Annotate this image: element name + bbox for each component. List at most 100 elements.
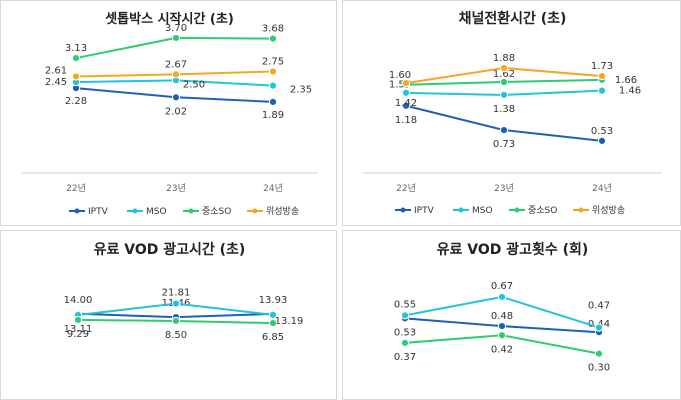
data-point-MSO xyxy=(401,88,411,97)
data-label: 0.37 xyxy=(394,352,416,363)
data-label: 1.89 xyxy=(262,110,284,121)
data-point-위성방송 xyxy=(268,67,278,76)
data-point-중소SO xyxy=(400,338,410,348)
data-label: 2.35 xyxy=(290,85,312,96)
chart-channel-switch: 채널전환시간 (초) 22년 23년 24년 1.18 0.73 0.53 1.42 1.38 1… xyxy=(363,10,662,216)
chart-title: 유료 VOD 광고시간 (초) xyxy=(94,241,246,258)
legend-label: 위성방송 xyxy=(266,206,299,217)
data-label: 0.67 xyxy=(491,281,513,292)
legend-item-MSO: MSO xyxy=(453,206,493,216)
x-tick-label: 23년 xyxy=(494,183,514,194)
chart-title: 유료 VOD 광고횟수 (회) xyxy=(437,241,589,258)
data-label: 9.29 xyxy=(67,329,89,340)
data-point-중소SO xyxy=(171,316,181,326)
legend-label: MSO xyxy=(146,207,167,217)
data-point-IPTV xyxy=(171,93,181,102)
data-label: 1.88 xyxy=(493,53,515,64)
data-label: 21.81 xyxy=(162,288,191,299)
data-point-위성방송 xyxy=(401,79,411,88)
data-point-중소SO xyxy=(71,53,81,63)
data-label: 1.73 xyxy=(591,61,613,72)
data-label: 2.75 xyxy=(262,57,284,68)
legend-label: 중소SO xyxy=(202,206,231,217)
data-label: 2.50 xyxy=(183,79,205,90)
legend-item-IPTV: IPTV xyxy=(395,206,435,216)
data-point-MSO xyxy=(499,90,509,100)
data-point-MSO xyxy=(594,323,604,332)
data-point-중소SO xyxy=(497,331,507,340)
legend-swatch-dot xyxy=(458,207,464,213)
legend-label: 위성방송 xyxy=(592,205,625,216)
data-point-위성방송 xyxy=(71,72,81,81)
data-point-중소SO xyxy=(73,315,83,325)
legend-swatch-dot xyxy=(132,208,138,214)
data-point-IPTV xyxy=(497,321,507,331)
x-tick-label: 24년 xyxy=(592,183,612,194)
data-point-IPTV xyxy=(499,125,509,135)
legend-label: 중소SO xyxy=(528,205,557,216)
data-point-IPTV xyxy=(401,101,411,110)
data-point-MSO xyxy=(171,299,181,308)
x-tick-label: 24년 xyxy=(263,183,283,194)
legend-swatch-dot xyxy=(400,207,406,213)
data-point-중소SO xyxy=(268,318,278,328)
legend-swatch-dot xyxy=(578,207,584,213)
data-label: 1.57 xyxy=(389,80,411,91)
legend-swatch-dot xyxy=(74,208,80,214)
legend-label: IPTV xyxy=(88,207,109,217)
data-point-중소SO xyxy=(171,33,181,43)
data-point-MSO xyxy=(400,311,410,320)
chart-vod-ad-time: 유료 VOD 광고시간 (초)14.0011.4613.9313.1121.81… xyxy=(64,241,304,343)
data-label: 0.48 xyxy=(491,311,513,322)
data-point-MSO xyxy=(268,81,278,90)
data-label: 8.50 xyxy=(165,330,187,341)
legend-item-MSO: MSO xyxy=(127,207,167,217)
data-point-MSO xyxy=(497,292,507,302)
legend-item-중소SO: 중소SO xyxy=(509,205,557,216)
legend-item-위성방송: 위성방송 xyxy=(573,205,625,216)
chart-panel-vod-ad-count: 유료 VOD 광고횟수 (회)0.530.480.440.550.670.470… xyxy=(342,230,681,400)
data-point-중소SO xyxy=(499,77,509,87)
legend-swatch-dot xyxy=(188,208,194,214)
data-label: 13.11 xyxy=(64,324,93,335)
data-label: 0.55 xyxy=(394,299,416,310)
data-label: 2.61 xyxy=(45,65,67,76)
data-label: 0.42 xyxy=(491,344,513,355)
x-tick-label: 22년 xyxy=(396,183,416,194)
data-label: 1.42 xyxy=(395,98,417,109)
data-label: 0.30 xyxy=(588,363,610,374)
chart-title: 셋톱박스 시작시간 (초) xyxy=(105,11,234,27)
x-tick-label: 23년 xyxy=(166,183,186,194)
data-point-IPTV xyxy=(597,136,607,145)
data-label: 2.45 xyxy=(45,77,67,88)
data-point-위성방송 xyxy=(597,71,607,81)
x-tick-label: 22년 xyxy=(66,183,86,194)
data-point-IPTV xyxy=(268,97,278,106)
data-label: 2.28 xyxy=(65,96,87,107)
data-label: 14.00 xyxy=(64,295,93,306)
chart-panel-settop-start: 셋톱박스 시작시간 (초) 22년 23년 24년 2.28 2.02 1.89 2.45 2.… xyxy=(0,0,337,226)
chart-panel-channel-switch: 채널전환시간 (초) 22년 23년 24년 1.18 0.73 0.53 1.42 1.38 1… xyxy=(342,0,681,226)
legend-item-위성방송: 위성방송 xyxy=(247,206,299,217)
chart-panel-vod-ad-time: 유료 VOD 광고시간 (초)14.0011.4613.9313.1121.81… xyxy=(0,230,337,400)
data-label: 3.70 xyxy=(165,23,187,34)
data-label: 1.46 xyxy=(619,86,641,97)
data-label: 2.02 xyxy=(165,106,187,117)
data-label: 13.93 xyxy=(259,295,288,306)
chart-title: 채널전환시간 (초) xyxy=(459,10,567,27)
data-label: 0.53 xyxy=(394,327,416,338)
data-point-MSO xyxy=(597,86,607,95)
data-label: 1.18 xyxy=(395,115,417,126)
data-label: 1.60 xyxy=(389,70,411,81)
legend-swatch-dot xyxy=(252,208,258,214)
data-label: 0.73 xyxy=(493,139,515,150)
data-label: 13.19 xyxy=(275,316,304,327)
data-label: 3.13 xyxy=(65,43,87,54)
data-point-중소SO xyxy=(268,34,278,43)
data-point-중소SO xyxy=(594,349,604,358)
data-label: 1.38 xyxy=(493,104,515,115)
data-point-위성방송 xyxy=(499,63,509,73)
legend-label: IPTV xyxy=(414,206,435,216)
data-label: 1.62 xyxy=(493,69,515,80)
